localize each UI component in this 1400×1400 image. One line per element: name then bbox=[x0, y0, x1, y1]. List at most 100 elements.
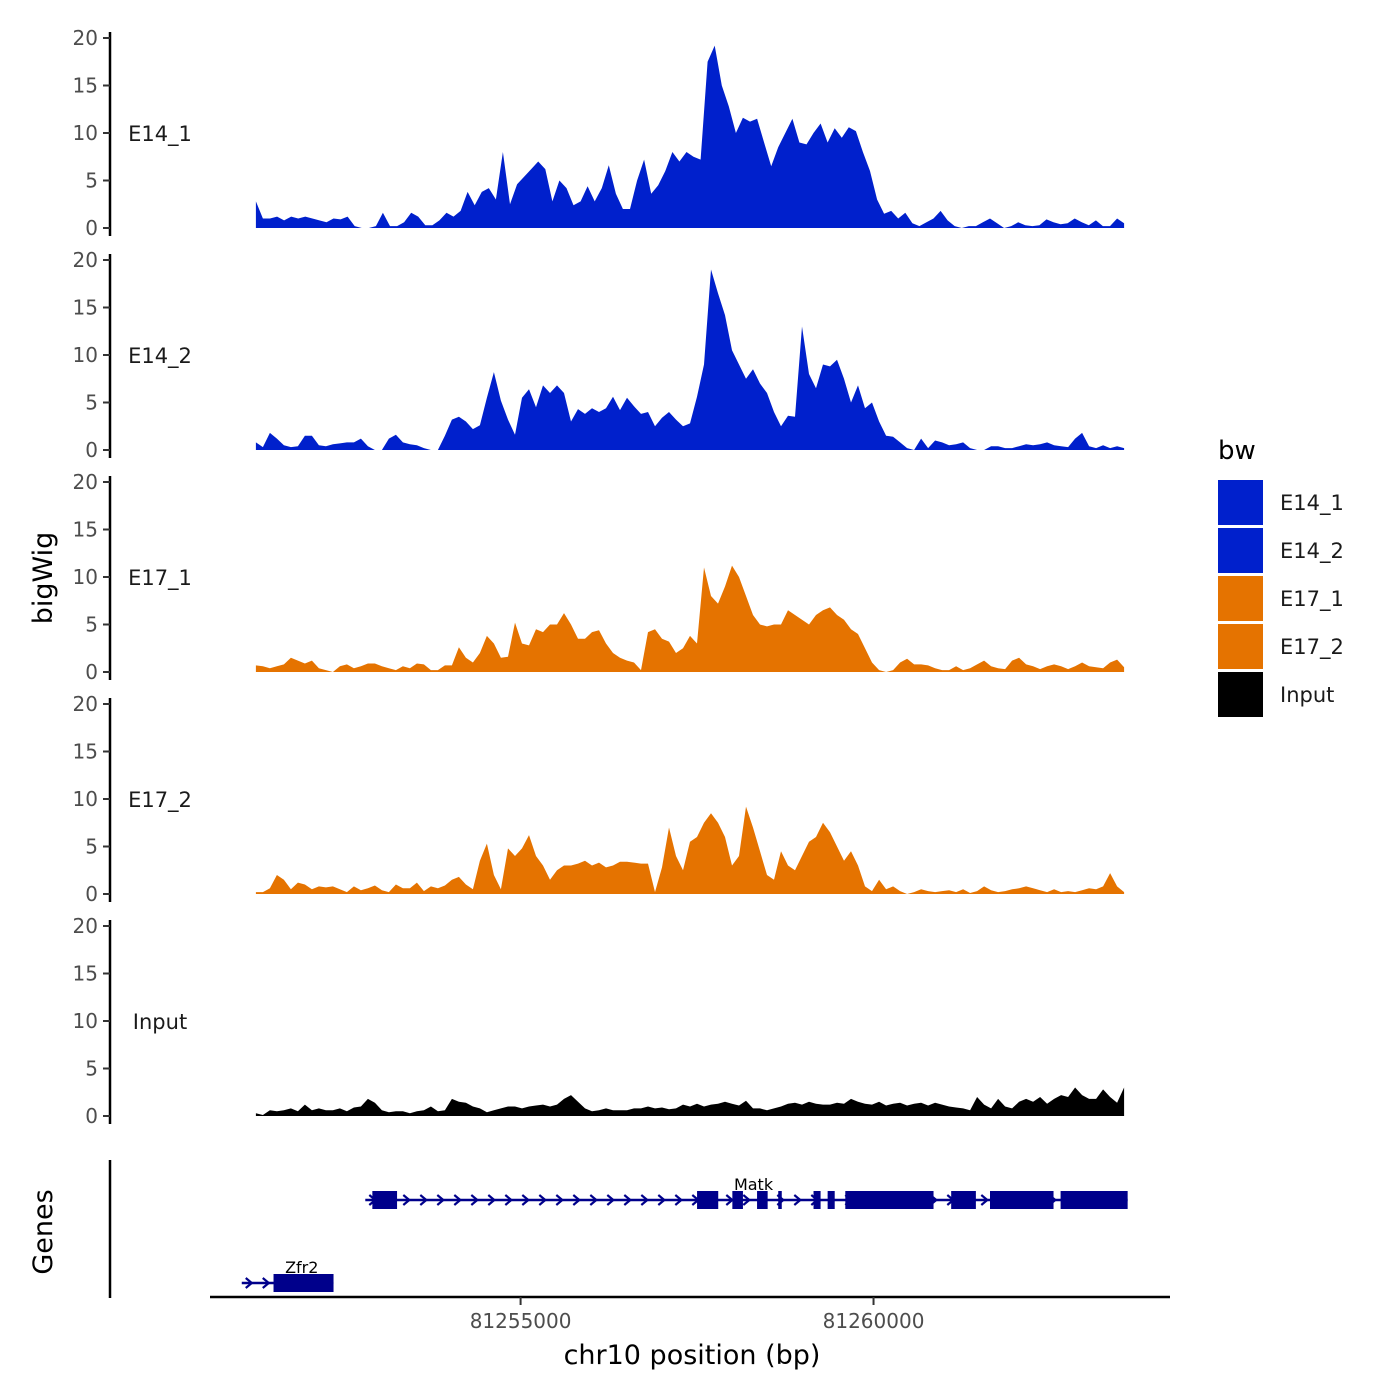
strand-arrow bbox=[640, 1194, 650, 1206]
x-tick-label: 81255000 bbox=[470, 1309, 572, 1333]
y-tick-label: 10 bbox=[73, 1009, 98, 1033]
legend-item-e14-1: E14_1 bbox=[1218, 480, 1344, 525]
gene-matk: Matk bbox=[365, 1175, 1128, 1209]
panel-e17-2: 0 5 10 15 20 E17_2 bbox=[73, 692, 1125, 906]
track-label: E14_1 bbox=[128, 122, 192, 147]
signal-area-input bbox=[255, 1087, 1125, 1116]
strand-arrow bbox=[725, 1194, 735, 1206]
legend-label: E17_1 bbox=[1280, 587, 1344, 612]
exon-block bbox=[697, 1191, 719, 1209]
legend-item-e17-1: E17_1 bbox=[1218, 576, 1344, 621]
strand-arrow bbox=[793, 1194, 803, 1206]
exon-block bbox=[778, 1191, 782, 1209]
legend-swatch bbox=[1218, 480, 1263, 525]
y-tick-label: 20 bbox=[73, 470, 98, 494]
strand-arrow bbox=[623, 1194, 633, 1206]
legend-label: E17_2 bbox=[1280, 635, 1344, 660]
y-tick-label: 0 bbox=[85, 1104, 98, 1128]
legend-swatch bbox=[1218, 624, 1263, 669]
exon-block bbox=[732, 1191, 743, 1209]
legend-label: Input bbox=[1280, 683, 1334, 707]
strand-arrow bbox=[470, 1194, 480, 1206]
y-tick-label: 15 bbox=[73, 962, 98, 986]
legend-item-e14-2: E14_2 bbox=[1218, 528, 1344, 573]
x-axis-title: chr10 position (bp) bbox=[564, 1340, 821, 1371]
signal-area-e17-1 bbox=[255, 565, 1125, 672]
strand-arrow bbox=[572, 1194, 582, 1206]
track-panels: 05101520E14_105101520E14_205101520E17_10… bbox=[73, 26, 1125, 1128]
gene-label: Zfr2 bbox=[285, 1258, 318, 1277]
strand-arrow bbox=[436, 1194, 446, 1206]
legend-swatch bbox=[1218, 576, 1263, 621]
legend-item-input: Input bbox=[1218, 672, 1334, 717]
signal-area-e14-2 bbox=[255, 269, 1125, 450]
legend-label: E14_2 bbox=[1280, 539, 1344, 564]
panel-input: 0 5 10 15 20 Input bbox=[73, 914, 1125, 1128]
strand-arrow bbox=[487, 1194, 497, 1206]
y-tick-label: 10 bbox=[73, 121, 98, 145]
y-tick-label: 15 bbox=[73, 518, 98, 542]
track-label: E17_2 bbox=[128, 788, 192, 813]
track-label: Input bbox=[133, 1010, 187, 1034]
exon-block bbox=[951, 1191, 976, 1209]
exon-block bbox=[372, 1191, 398, 1209]
y-tick-label: 5 bbox=[85, 391, 98, 415]
y-tick-label: 15 bbox=[73, 740, 98, 764]
y-tick-label: 0 bbox=[85, 882, 98, 906]
exon-block bbox=[827, 1191, 835, 1209]
y-tick-label: 10 bbox=[73, 787, 98, 811]
strand-arrow bbox=[419, 1194, 429, 1206]
legend: bw E14_1 E14_2 E17_1 E17_2 Input bbox=[1218, 436, 1344, 717]
legend-swatch bbox=[1218, 672, 1263, 717]
strand-arrow bbox=[555, 1194, 565, 1206]
y-tick-label: 20 bbox=[73, 26, 98, 50]
legend-title: bw bbox=[1218, 436, 1256, 466]
legend-item-e17-2: E17_2 bbox=[1218, 624, 1344, 669]
strand-arrow bbox=[589, 1194, 599, 1206]
y-tick-label: 5 bbox=[85, 613, 98, 637]
y-tick-label: 5 bbox=[85, 835, 98, 859]
strand-arrow bbox=[521, 1194, 531, 1206]
strand-arrow bbox=[538, 1194, 548, 1206]
y-tick-label: 20 bbox=[73, 692, 98, 716]
y-axis-title: bigWig bbox=[28, 532, 59, 625]
legend-swatch bbox=[1218, 528, 1263, 573]
gene-zfr2: Zfr2 bbox=[241, 1258, 334, 1292]
strand-arrow bbox=[245, 1277, 254, 1289]
x-axis: 81255000 81260000 bbox=[210, 1295, 1170, 1333]
legend-label: E14_1 bbox=[1280, 491, 1344, 516]
track-label: E17_1 bbox=[128, 566, 192, 591]
y-tick-label: 0 bbox=[85, 660, 98, 684]
strand-arrow bbox=[606, 1194, 616, 1206]
y-tick-label: 20 bbox=[73, 248, 98, 272]
exon-block bbox=[845, 1191, 934, 1209]
y-tick-label: 10 bbox=[73, 343, 98, 367]
strand-arrow bbox=[402, 1194, 412, 1206]
y-tick-label: 5 bbox=[85, 1057, 98, 1081]
panel-e14-2: 0 5 10 15 20 E14_2 bbox=[73, 248, 1125, 462]
genes-axis-title: Genes bbox=[28, 1189, 59, 1274]
gene-track: Matk Zfr2 bbox=[108, 1160, 1128, 1298]
y-tick-label: 10 bbox=[73, 565, 98, 589]
gene-label: Matk bbox=[734, 1175, 774, 1194]
y-tick-label: 15 bbox=[73, 74, 98, 98]
exon-block bbox=[990, 1191, 1054, 1209]
exon-block bbox=[813, 1191, 821, 1209]
exon-block bbox=[1060, 1191, 1128, 1209]
y-tick-label: 15 bbox=[73, 296, 98, 320]
panel-e14-1: 0 5 10 15 20 E14_1 bbox=[73, 26, 1125, 240]
strand-arrow bbox=[674, 1194, 684, 1206]
y-tick-label: 20 bbox=[73, 914, 98, 938]
strand-arrow bbox=[262, 1277, 271, 1289]
x-tick-label: 81260000 bbox=[823, 1309, 925, 1333]
exon-block bbox=[273, 1274, 334, 1292]
strand-arrow bbox=[742, 1194, 752, 1206]
panel-e17-1: 0 5 10 15 20 E17_1 bbox=[73, 470, 1125, 684]
strand-arrow bbox=[980, 1194, 990, 1206]
y-tick-label: 0 bbox=[85, 438, 98, 462]
y-tick-label: 0 bbox=[85, 216, 98, 240]
signal-area-e14-1 bbox=[255, 45, 1125, 228]
strand-arrow bbox=[504, 1194, 514, 1206]
strand-arrow bbox=[453, 1194, 463, 1206]
